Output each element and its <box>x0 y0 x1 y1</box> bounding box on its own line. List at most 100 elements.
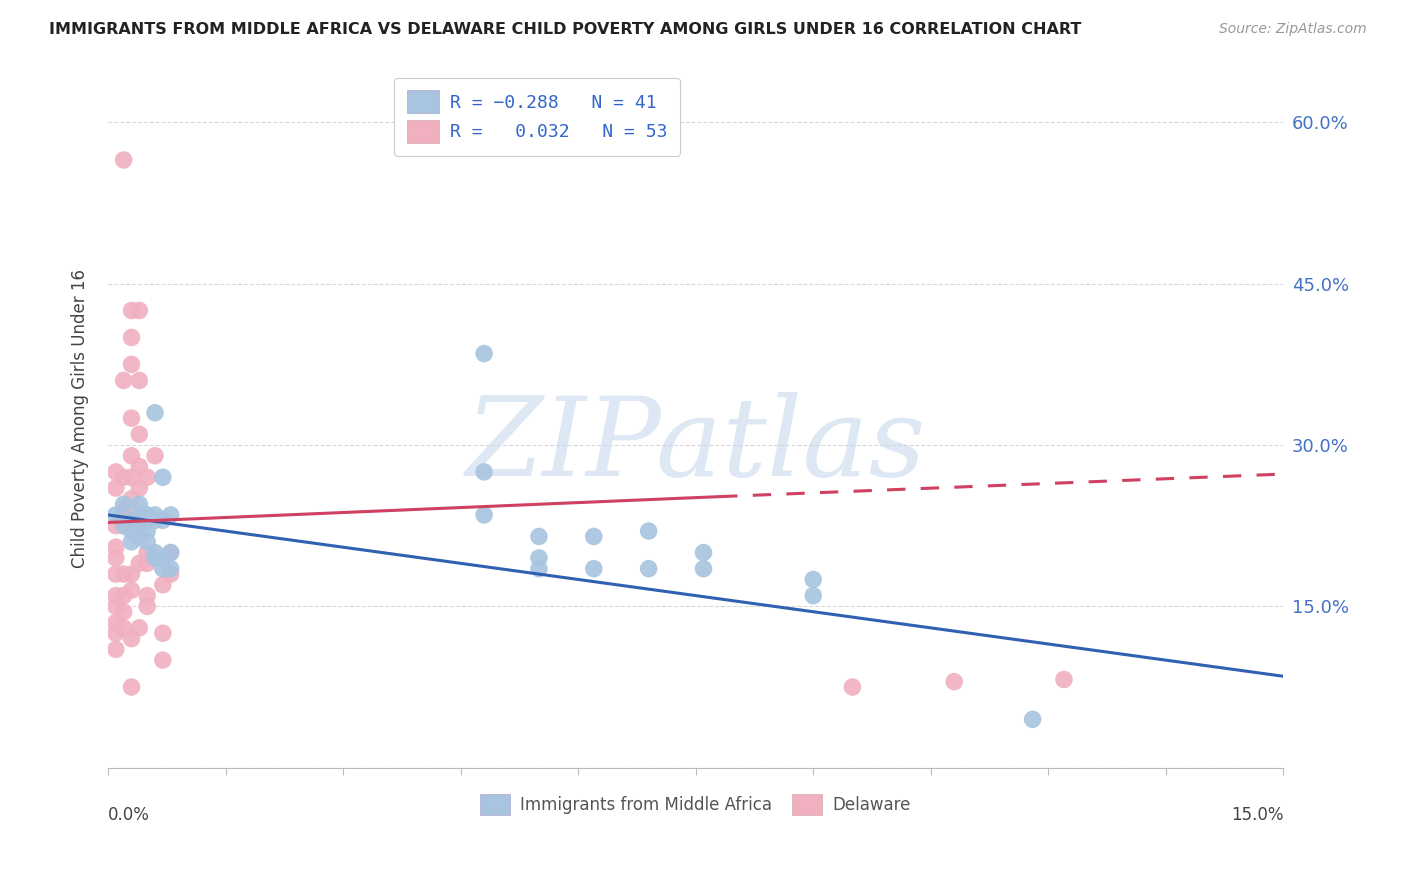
Point <box>582 529 605 543</box>
Point <box>136 599 159 614</box>
Point <box>104 567 127 582</box>
Point <box>121 449 143 463</box>
Point <box>112 518 135 533</box>
Point <box>143 513 166 527</box>
Point <box>143 449 166 463</box>
Point <box>943 674 966 689</box>
Point <box>152 653 174 667</box>
Point <box>527 551 550 566</box>
Point <box>152 551 174 566</box>
Point <box>128 557 150 571</box>
Point <box>1053 673 1076 687</box>
Point <box>112 605 135 619</box>
Point <box>121 513 143 527</box>
Point <box>104 551 127 566</box>
Point <box>121 632 143 646</box>
Point <box>112 374 135 388</box>
Point <box>136 589 159 603</box>
Point <box>472 465 495 479</box>
Point <box>136 557 159 571</box>
Point <box>527 562 550 576</box>
Point <box>1021 712 1043 726</box>
Point <box>104 518 127 533</box>
Point <box>128 497 150 511</box>
Point <box>121 534 143 549</box>
Point <box>143 551 166 566</box>
Point <box>159 562 181 576</box>
Point <box>152 578 174 592</box>
Point <box>527 529 550 543</box>
Legend: Immigrants from Middle Africa, Delaware: Immigrants from Middle Africa, Delaware <box>481 794 911 815</box>
Point <box>121 470 143 484</box>
Point <box>159 545 181 559</box>
Point <box>128 481 150 495</box>
Point <box>104 642 127 657</box>
Point <box>582 562 605 576</box>
Point <box>128 303 150 318</box>
Y-axis label: Child Poverty Among Girls Under 16: Child Poverty Among Girls Under 16 <box>72 268 89 567</box>
Point <box>121 567 143 582</box>
Point <box>128 513 150 527</box>
Point <box>112 567 135 582</box>
Point <box>637 562 659 576</box>
Point <box>159 545 181 559</box>
Point <box>121 524 143 538</box>
Text: ZIPatlas: ZIPatlas <box>465 392 927 500</box>
Point <box>121 513 143 527</box>
Point <box>152 470 174 484</box>
Point <box>112 153 135 167</box>
Point <box>104 481 127 495</box>
Point <box>472 508 495 522</box>
Point <box>136 513 159 527</box>
Point <box>128 508 150 522</box>
Point <box>128 621 150 635</box>
Point <box>159 508 181 522</box>
Point <box>112 497 135 511</box>
Point <box>121 303 143 318</box>
Point <box>637 524 659 538</box>
Point <box>128 374 150 388</box>
Point <box>136 508 159 522</box>
Point <box>136 524 159 538</box>
Point <box>136 534 159 549</box>
Point <box>104 540 127 554</box>
Point <box>112 470 135 484</box>
Point <box>143 406 166 420</box>
Point <box>692 562 714 576</box>
Point <box>152 562 174 576</box>
Point <box>143 545 166 559</box>
Point <box>136 470 159 484</box>
Point <box>112 621 135 635</box>
Point <box>104 599 127 614</box>
Point <box>136 545 159 559</box>
Text: Source: ZipAtlas.com: Source: ZipAtlas.com <box>1219 22 1367 37</box>
Text: IMMIGRANTS FROM MIDDLE AFRICA VS DELAWARE CHILD POVERTY AMONG GIRLS UNDER 16 COR: IMMIGRANTS FROM MIDDLE AFRICA VS DELAWAR… <box>49 22 1081 37</box>
Point <box>104 508 127 522</box>
Point <box>121 411 143 425</box>
Point <box>841 680 863 694</box>
Point <box>121 680 143 694</box>
Point <box>152 626 174 640</box>
Text: 15.0%: 15.0% <box>1230 806 1284 824</box>
Point <box>112 518 135 533</box>
Text: 0.0%: 0.0% <box>108 806 150 824</box>
Point <box>801 573 824 587</box>
Point <box>128 529 150 543</box>
Point <box>104 465 127 479</box>
Point <box>121 330 143 344</box>
Point <box>121 491 143 506</box>
Point <box>104 626 127 640</box>
Point <box>128 518 150 533</box>
Point <box>152 513 174 527</box>
Point <box>472 346 495 360</box>
Point <box>104 589 127 603</box>
Point <box>112 589 135 603</box>
Point <box>128 427 150 442</box>
Point <box>121 583 143 598</box>
Point <box>104 615 127 630</box>
Point <box>112 502 135 516</box>
Point <box>143 508 166 522</box>
Point <box>159 567 181 582</box>
Point <box>121 357 143 371</box>
Point <box>692 545 714 559</box>
